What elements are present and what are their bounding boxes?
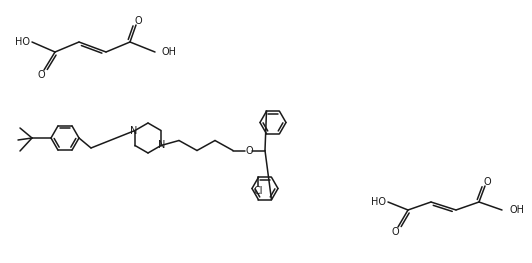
Text: OH: OH [162, 47, 177, 57]
Text: O: O [37, 70, 45, 80]
Text: O: O [134, 16, 142, 26]
Text: N: N [159, 139, 165, 149]
Text: O: O [391, 227, 399, 237]
Text: O: O [483, 177, 491, 187]
Text: OH: OH [509, 205, 524, 215]
Text: Cl: Cl [254, 186, 263, 196]
Text: HO: HO [15, 37, 30, 47]
Text: O: O [245, 145, 253, 155]
Text: HO: HO [371, 197, 386, 207]
Text: N: N [130, 127, 138, 136]
